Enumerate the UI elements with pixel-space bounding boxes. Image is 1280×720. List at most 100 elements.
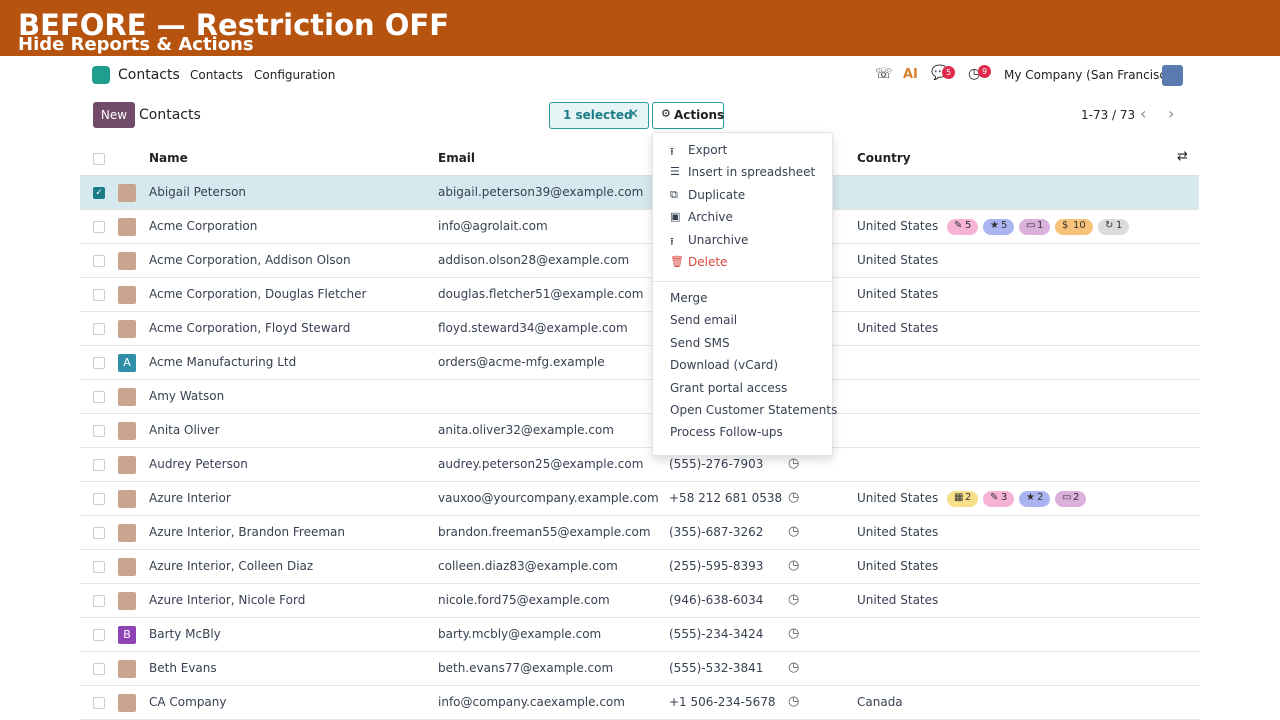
dropdown-item[interactable]: Open Customer Statements [670, 403, 838, 417]
pager-next[interactable]: › [1168, 104, 1175, 123]
row-checkbox[interactable] [93, 391, 105, 403]
actions-button[interactable]: ⚙ Actions [652, 102, 724, 129]
dropdown-item[interactable]: Archive [688, 210, 733, 225]
app-name[interactable]: Contacts [118, 67, 180, 83]
row-checkbox[interactable] [93, 629, 105, 641]
tag-icon: ✎ [954, 220, 963, 231]
new-button[interactable]: New [93, 102, 135, 128]
row-checkbox[interactable] [93, 323, 105, 335]
user-avatar[interactable] [1162, 65, 1183, 86]
tag: ★ 2 [1019, 491, 1050, 507]
row-checkbox[interactable] [93, 221, 105, 233]
dropdown-icon: ⧉ [670, 187, 678, 201]
row-country: United States [857, 321, 939, 335]
row-checkbox[interactable] [93, 595, 105, 607]
row-checkbox[interactable] [93, 561, 105, 573]
row-name: Acme Corporation, Floyd Steward [149, 321, 351, 335]
row-country: United States [857, 525, 939, 539]
row-country: United States [857, 287, 939, 301]
row-checkbox[interactable] [93, 357, 105, 369]
dropdown-item[interactable]: Unarchive [688, 232, 749, 247]
row-activity[interactable]: ◷ [788, 558, 800, 573]
row-activity[interactable]: ◷ [788, 456, 800, 471]
tag-count: 3 [1001, 492, 1008, 503]
tag: ✎ 5 [947, 219, 978, 235]
table-row[interactable] [80, 652, 1199, 686]
table-row[interactable] [80, 312, 1199, 346]
dropdown-icon: 🗑 [670, 255, 684, 268]
dropdown-item[interactable]: Send SMS [670, 335, 730, 350]
row-avatar [118, 252, 136, 270]
tag-count: 5 [1001, 220, 1008, 231]
row-checkbox[interactable] [93, 527, 105, 539]
row-checkbox[interactable] [93, 425, 105, 437]
menu-item[interactable]: Contacts [190, 68, 243, 82]
row-avatar [118, 592, 136, 610]
header-country[interactable]: Country [857, 151, 911, 165]
row-checkbox[interactable] [93, 493, 105, 505]
row-checkbox[interactable] [93, 255, 105, 267]
row-phone: (555)-532-3841 [669, 661, 764, 675]
pager-prev[interactable]: ‹ [1140, 104, 1147, 123]
selected-badge[interactable]: 1 selected ✕ [549, 102, 649, 129]
table-row[interactable] [80, 618, 1199, 652]
row-checkbox[interactable]: ✓ [93, 187, 105, 199]
dropdown-item[interactable]: Grant portal access [670, 380, 788, 395]
dropdown-item[interactable]: Send email [670, 313, 738, 328]
header-checkbox[interactable] [93, 153, 105, 165]
table-row[interactable] [80, 448, 1199, 482]
row-checkbox[interactable] [93, 663, 105, 675]
header-email[interactable]: Email [438, 151, 476, 165]
row-avatar: A [118, 354, 136, 372]
dropdown-item[interactable]: Merge [670, 291, 708, 305]
row-name: Beth Evans [149, 661, 217, 675]
row-activity[interactable]: ◷ [788, 524, 800, 539]
row-checkbox[interactable] [93, 697, 105, 709]
row-name: Abigail Peterson [149, 185, 247, 199]
row-email: addison.olson28@example.com [438, 253, 630, 267]
row-activity[interactable]: ◷ [788, 626, 800, 641]
row-name: Acme Manufacturing Ltd [149, 355, 297, 369]
dropdown-item[interactable]: Process Follow-ups [670, 425, 783, 440]
dropdown-item[interactable]: Duplicate [688, 187, 746, 202]
clear-icon[interactable]: ✕ [628, 107, 639, 122]
table-row[interactable] [80, 244, 1199, 278]
dropdown-item[interactable]: Download (vCard) [670, 358, 778, 373]
table-row[interactable] [80, 380, 1199, 414]
header-name[interactable]: Name [149, 151, 188, 165]
row-phone: (946)-638-6034 [669, 593, 764, 607]
tag: ↻ 1 [1098, 219, 1129, 235]
activity-icon[interactable]: ◷ [968, 66, 981, 82]
company[interactable]: My Company (San Francisco) [1004, 68, 1178, 82]
row-name: Azure Interior, Brandon Freeman [149, 525, 346, 539]
table-row[interactable] [80, 516, 1199, 550]
row-activity[interactable]: ◷ [788, 694, 800, 709]
table-row[interactable] [80, 686, 1199, 720]
tag: ▭ 2 [1055, 491, 1086, 507]
row-checkbox[interactable] [93, 289, 105, 301]
table-row[interactable] [80, 414, 1199, 448]
row-country: Canada [857, 695, 903, 709]
tag-icon: ▭ [1026, 220, 1036, 231]
dropdown-item[interactable]: Export [688, 143, 728, 157]
row-phone: +1 506-234-5678 [669, 695, 776, 709]
row-activity[interactable]: ◷ [788, 592, 800, 607]
table-row[interactable] [80, 278, 1199, 312]
table-row[interactable] [80, 584, 1199, 618]
menu-item[interactable]: Configuration [254, 68, 336, 82]
optional-columns[interactable]: ⇄ [1177, 149, 1188, 164]
table-row[interactable] [80, 346, 1199, 380]
ai-icon[interactable]: AI [903, 67, 918, 82]
row-checkbox[interactable] [93, 459, 105, 471]
tag-icon: ▦ [954, 492, 964, 503]
table-row[interactable] [80, 176, 1199, 210]
dropdown-item[interactable]: Delete [688, 255, 728, 269]
table-row[interactable] [80, 550, 1199, 584]
activity-badge: 9 [978, 65, 991, 78]
row-name: Acme Corporation [149, 219, 258, 233]
row-activity[interactable]: ◷ [788, 490, 800, 505]
row-avatar: B [118, 626, 136, 644]
phone-icon[interactable]: ☏ [875, 66, 893, 82]
row-activity[interactable]: ◷ [788, 660, 800, 675]
dropdown-item[interactable]: Insert in spreadsheet [688, 165, 816, 180]
